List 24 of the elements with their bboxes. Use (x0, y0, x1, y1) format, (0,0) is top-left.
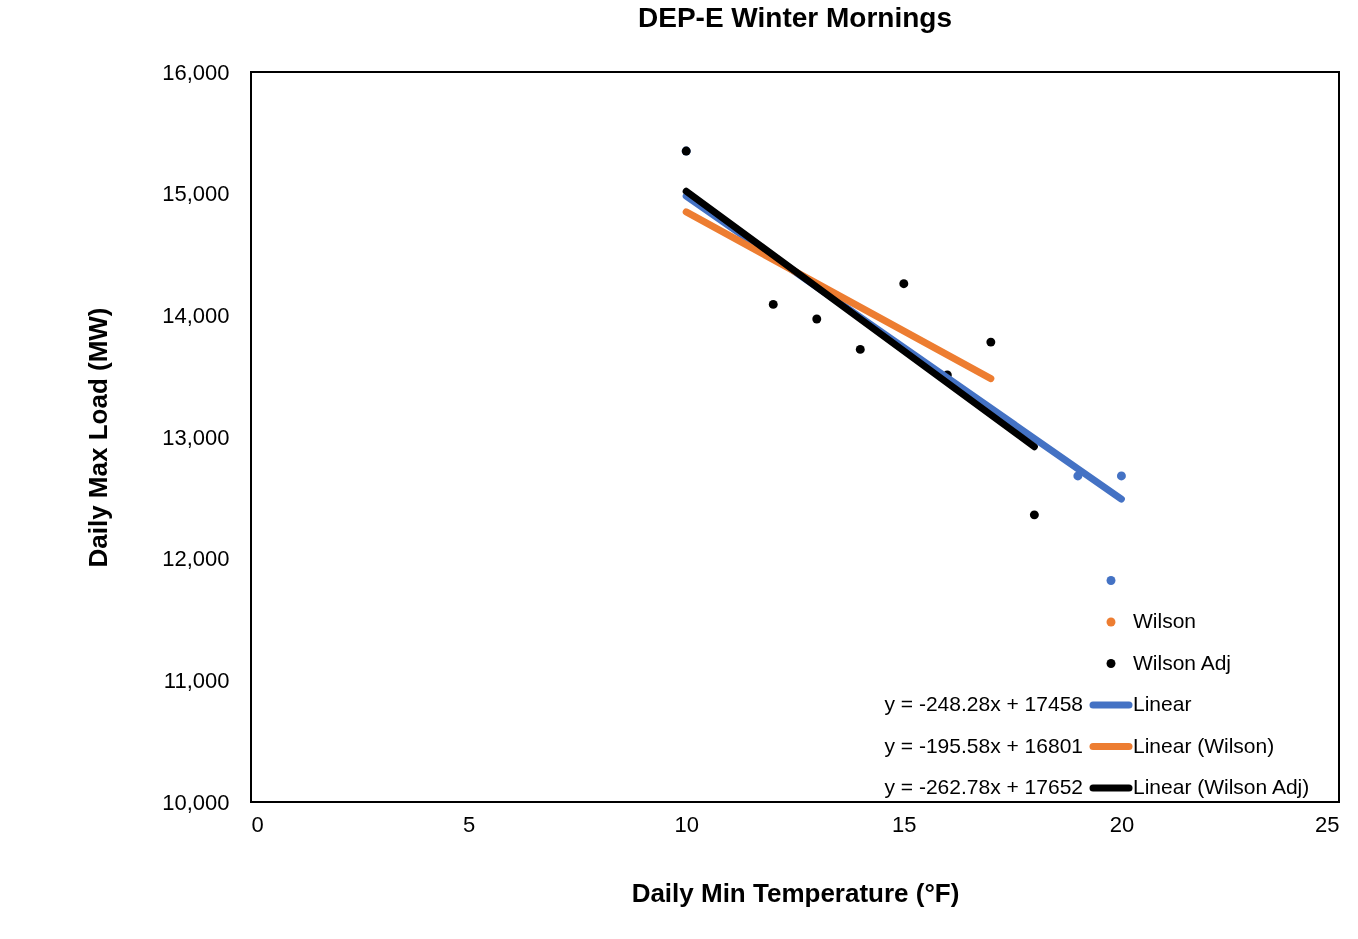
x-tick-label: 5 (462, 811, 476, 837)
x-tick-label: 15 (892, 811, 917, 837)
x-tick-label: 25 (1315, 811, 1340, 837)
chart-title: DEP-E Winter Mornings (638, 2, 952, 33)
y-tick-label: 13,000 (162, 424, 230, 450)
x-tick-label: 10 (674, 811, 699, 837)
annotation: y = -195.58x + 16801 (884, 733, 1083, 757)
legend-label: Wilson (1133, 609, 1197, 632)
y-tick-label: 14,000 (162, 302, 230, 328)
legend-label: Linear (1133, 692, 1192, 715)
y-tick-label: 16,000 (162, 59, 230, 85)
x-tick-label: 20 (1109, 811, 1135, 837)
legend-label: Wilson Adj (1133, 650, 1232, 674)
x-axis-title: Daily Min Temperature (°F) (631, 877, 960, 908)
legend-label: Linear (Wilson) (1133, 733, 1275, 757)
annotation: y = -248.28x + 17458 (884, 692, 1083, 715)
x-tick-label: 0 (251, 811, 264, 837)
y-axis-title: Daily Max Load (MW) (83, 307, 114, 568)
y-tick-label: 12,000 (162, 546, 230, 572)
y-tick-label: 15,000 (162, 181, 230, 207)
y-tick-label: 11,000 (163, 667, 230, 693)
y-tick-label: 10,000 (162, 789, 230, 815)
legend-label: Linear (Wilson Adj) (1133, 775, 1310, 798)
annotation: y = -262.78x + 17652 (884, 775, 1083, 798)
